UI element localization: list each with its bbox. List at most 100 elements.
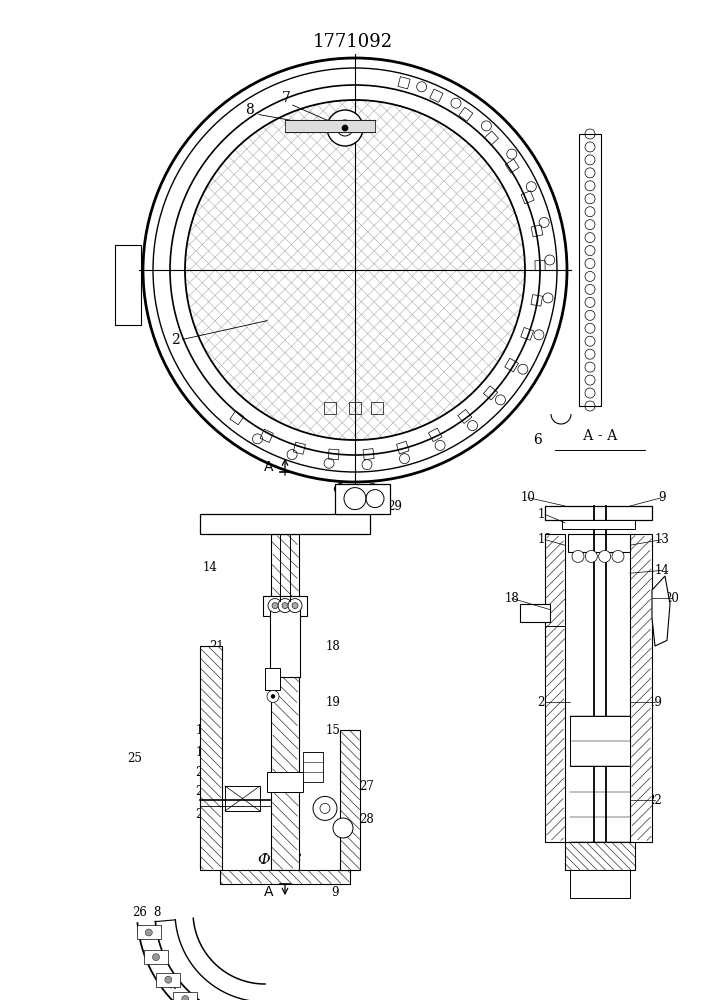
- Text: 9: 9: [658, 491, 666, 504]
- Text: 14: 14: [655, 564, 670, 577]
- Bar: [531, 225, 543, 237]
- Bar: [630, 534, 652, 842]
- Text: 13: 13: [655, 533, 670, 546]
- Text: 6: 6: [534, 433, 542, 447]
- Text: 24: 24: [196, 766, 211, 778]
- Bar: [136, 925, 160, 939]
- Text: 20: 20: [665, 592, 679, 605]
- Ellipse shape: [153, 68, 557, 472]
- Bar: [260, 429, 274, 442]
- Bar: [565, 842, 635, 870]
- Bar: [173, 992, 197, 1000]
- Polygon shape: [285, 120, 375, 132]
- Text: А: А: [264, 885, 273, 899]
- Text: 9: 9: [332, 886, 339, 899]
- Bar: [303, 752, 323, 782]
- Circle shape: [333, 818, 353, 838]
- Bar: [570, 870, 630, 898]
- Circle shape: [612, 550, 624, 562]
- Text: 21: 21: [209, 640, 224, 652]
- Bar: [520, 604, 550, 622]
- Text: 22: 22: [196, 808, 211, 820]
- Bar: [562, 520, 635, 529]
- Bar: [570, 716, 630, 766]
- Text: 1771092: 1771092: [313, 33, 393, 51]
- Bar: [521, 191, 534, 204]
- Text: 2: 2: [170, 333, 180, 347]
- Bar: [506, 159, 519, 173]
- Bar: [535, 261, 545, 271]
- Text: 10: 10: [520, 491, 535, 504]
- Bar: [200, 646, 222, 870]
- Bar: [293, 442, 305, 454]
- Bar: [230, 411, 244, 425]
- Circle shape: [292, 603, 298, 609]
- Bar: [271, 534, 299, 870]
- Circle shape: [278, 599, 292, 613]
- Bar: [531, 295, 542, 306]
- Bar: [484, 131, 498, 145]
- Bar: [265, 668, 280, 690]
- Bar: [397, 441, 409, 454]
- Text: 21: 21: [537, 696, 552, 708]
- Text: Фиг.3: Фиг.3: [257, 853, 303, 867]
- Bar: [430, 89, 443, 102]
- Bar: [340, 730, 360, 870]
- Text: 22: 22: [648, 794, 662, 806]
- Bar: [349, 402, 361, 414]
- Text: 8: 8: [153, 906, 160, 918]
- Text: 26: 26: [133, 906, 148, 918]
- Circle shape: [271, 694, 275, 698]
- Bar: [568, 534, 630, 552]
- Text: 25: 25: [127, 752, 142, 764]
- Bar: [459, 107, 473, 121]
- Bar: [484, 386, 498, 400]
- Bar: [398, 77, 410, 89]
- Polygon shape: [115, 245, 141, 325]
- Circle shape: [146, 929, 152, 936]
- Bar: [505, 358, 518, 372]
- Text: 16: 16: [196, 724, 211, 736]
- Bar: [363, 449, 374, 460]
- Bar: [521, 327, 534, 340]
- Bar: [156, 973, 180, 987]
- Bar: [200, 514, 370, 534]
- Bar: [545, 534, 565, 842]
- Text: 28: 28: [360, 813, 375, 826]
- Circle shape: [327, 110, 363, 146]
- Bar: [220, 870, 350, 884]
- Text: 19: 19: [325, 696, 341, 708]
- Text: 15: 15: [325, 724, 341, 736]
- Circle shape: [182, 995, 189, 1000]
- Circle shape: [272, 603, 278, 609]
- Circle shape: [572, 550, 584, 562]
- Bar: [270, 601, 300, 677]
- Text: 17: 17: [196, 746, 211, 759]
- Text: 23: 23: [196, 785, 211, 798]
- Text: 11: 11: [537, 508, 552, 521]
- Circle shape: [288, 599, 302, 613]
- Circle shape: [313, 796, 337, 820]
- Circle shape: [165, 976, 172, 983]
- Text: 27: 27: [360, 780, 375, 792]
- Circle shape: [342, 125, 348, 131]
- Circle shape: [153, 954, 160, 961]
- Bar: [263, 596, 307, 616]
- Bar: [324, 402, 336, 414]
- Bar: [545, 506, 652, 520]
- Text: 19: 19: [648, 696, 662, 708]
- Text: 12: 12: [537, 533, 552, 546]
- Text: 14: 14: [203, 561, 218, 574]
- Bar: [267, 772, 303, 792]
- Bar: [371, 402, 383, 414]
- Bar: [458, 409, 472, 423]
- Text: 7: 7: [281, 91, 291, 105]
- Text: 18: 18: [326, 640, 340, 652]
- Bar: [225, 786, 260, 811]
- Bar: [328, 449, 339, 460]
- Text: А - А: А - А: [583, 429, 617, 443]
- Bar: [335, 484, 390, 514]
- Circle shape: [599, 550, 611, 562]
- Text: 5: 5: [585, 198, 595, 212]
- Polygon shape: [652, 576, 670, 646]
